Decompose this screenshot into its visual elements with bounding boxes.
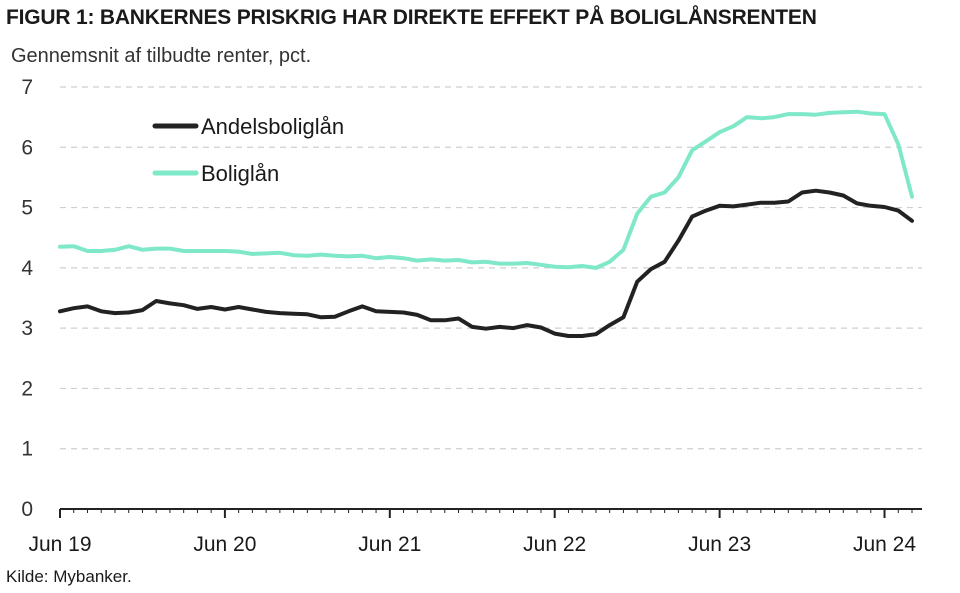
series-line-andelsboliglan bbox=[58, 188, 914, 338]
y-tick-label: 2 bbox=[21, 377, 33, 400]
y-tick-label: 3 bbox=[21, 317, 33, 340]
x-tick-label: Jun 24 bbox=[853, 533, 916, 556]
y-tick-label: 4 bbox=[21, 257, 33, 280]
source-note: Kilde: Mybanker. bbox=[6, 567, 132, 586]
y-axis-subtitle: Gennemsnit af tilbudte renter, pct. bbox=[11, 45, 312, 67]
legend: Andelsboliglån Boliglån bbox=[152, 114, 344, 186]
y-tick-label: 1 bbox=[21, 438, 33, 461]
gridlines bbox=[60, 86, 922, 450]
x-tick-label: Jun 22 bbox=[523, 533, 586, 556]
series-line-boliglan bbox=[58, 109, 914, 270]
y-tick-label: 6 bbox=[21, 136, 33, 159]
y-tick-label: 0 bbox=[21, 498, 33, 521]
chart-title: FIGUR 1: BANKERNES PRISKRIG HAR DIREKTE … bbox=[6, 6, 817, 29]
series-lines bbox=[58, 109, 914, 338]
x-tick-label: Jun 19 bbox=[28, 533, 91, 556]
legend-label: Boliglån bbox=[201, 161, 279, 186]
legend-label: Andelsboliglån bbox=[201, 114, 344, 139]
x-tick-label: Jun 21 bbox=[358, 533, 421, 556]
x-tick-label: Jun 20 bbox=[193, 533, 256, 556]
x-tick-label: Jun 23 bbox=[688, 533, 751, 556]
axes: 0 1 2 3 4 5 6 7 Jun 19 Jun 20 Jun 21 Jun 22 Jun 23 Ju… bbox=[21, 76, 922, 556]
y-tick-label: 5 bbox=[21, 197, 33, 220]
y-tick-label: 7 bbox=[21, 76, 33, 99]
